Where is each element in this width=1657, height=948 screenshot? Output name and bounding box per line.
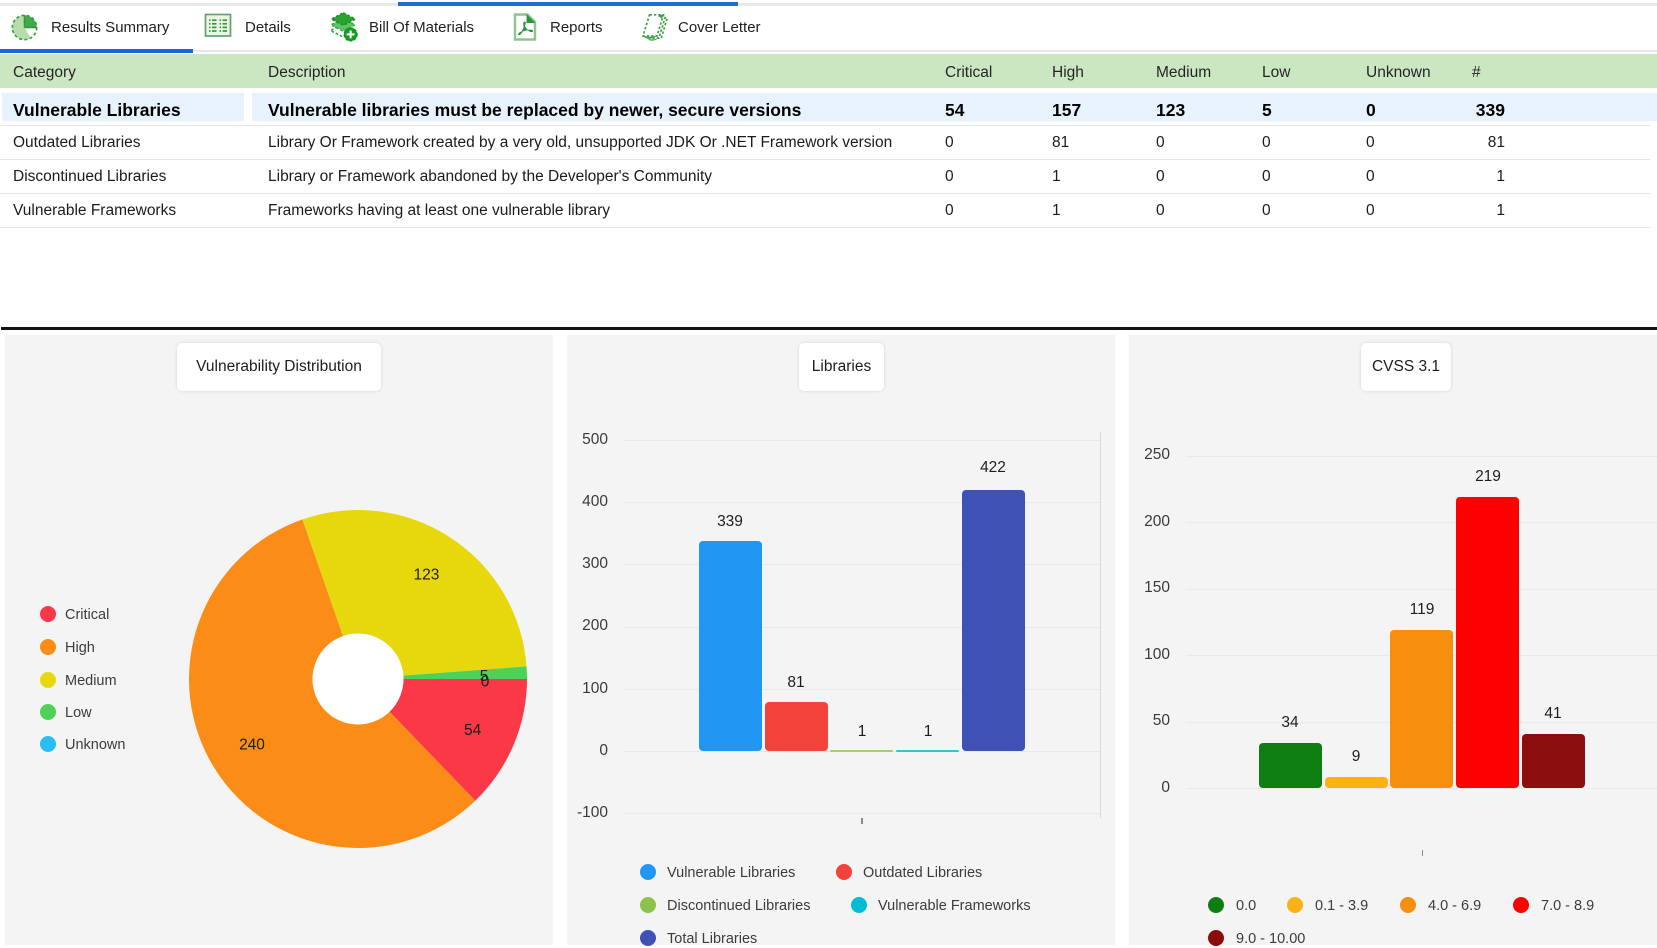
svg-text:5: 5 [480,668,489,685]
svg-text:123: 123 [413,567,439,584]
svg-text:240: 240 [239,737,265,754]
svg-text:54: 54 [464,722,482,739]
svg-text:0: 0 [481,674,490,691]
